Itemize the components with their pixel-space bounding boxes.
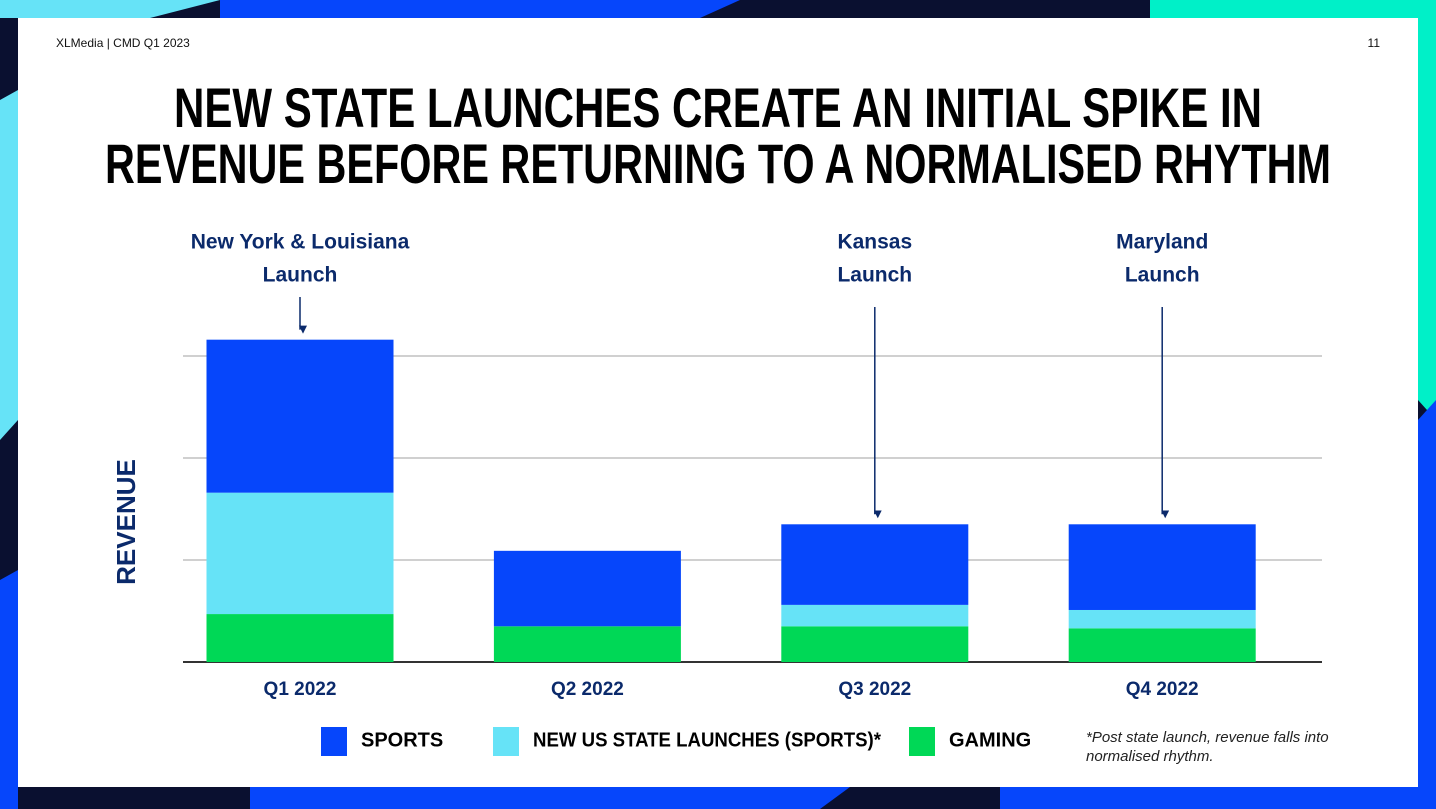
header: XLMedia | CMD Q1 2023 (56, 36, 190, 50)
legend-swatch (321, 727, 347, 756)
bar-segment (781, 524, 969, 605)
x-tick-label: Q4 2022 (1126, 679, 1199, 700)
annotation: Launch (263, 264, 338, 287)
legend-swatch (493, 727, 519, 756)
annotation: Maryland (1116, 231, 1208, 254)
bar-segment (206, 339, 394, 493)
x-tick-label: Q2 2022 (551, 679, 624, 700)
bar-segment (493, 626, 681, 662)
x-tick-label: Q3 2022 (838, 679, 911, 700)
footnote: *Post state launch, revenue falls into (1086, 729, 1329, 746)
annotation: Launch (837, 264, 912, 287)
legend-label: SPORTS (361, 729, 443, 751)
page-number: 11 (1368, 36, 1381, 50)
bar-segment (493, 550, 681, 627)
bar-segment (206, 614, 394, 662)
x-tick-label: Q1 2022 (264, 679, 337, 700)
bar-segment (781, 626, 969, 662)
annotation: New York & Louisiana (191, 231, 410, 254)
legend-label: GAMING (949, 729, 1031, 751)
annotation: Launch (1125, 264, 1200, 287)
bar-segment (1068, 628, 1256, 662)
bar-segment (1068, 524, 1256, 610)
footnote: normalised rhythm. (1086, 748, 1214, 765)
annotation: Kansas (837, 231, 912, 254)
legend-swatch (909, 727, 935, 756)
y-axis-label: REVENUE (111, 459, 141, 585)
chart-title: NEW STATE LAUNCHES CREATE AN INITIAL SPI… (174, 76, 1262, 139)
chart-title: REVENUE BEFORE RETURNING TO A NORMALISED… (105, 132, 1331, 195)
legend-label: NEW US STATE LAUNCHES (SPORTS)* (533, 729, 881, 751)
bar-segment (1068, 609, 1256, 629)
bar-segment (781, 604, 969, 627)
bar-segment (206, 492, 394, 615)
